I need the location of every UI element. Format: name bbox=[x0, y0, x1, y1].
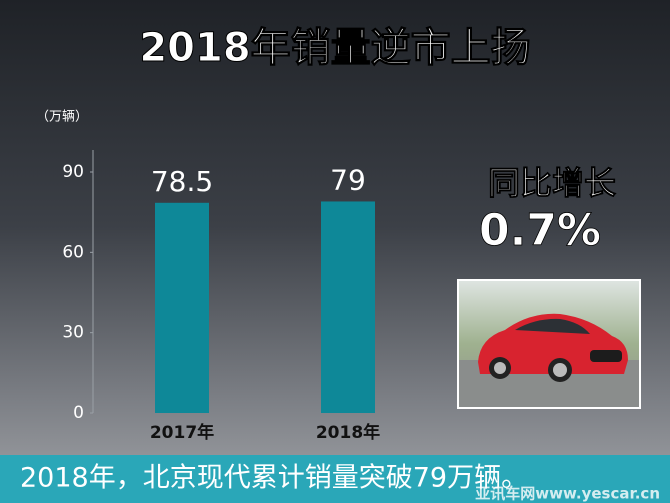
y-axis-label: （万辆） bbox=[36, 110, 88, 125]
y-tick-label: 90 bbox=[62, 162, 84, 182]
y-tick-label: 30 bbox=[62, 323, 84, 343]
bar bbox=[321, 201, 375, 413]
growth-label: 同比增长 bbox=[488, 164, 616, 202]
x-tick-label: 2017年 bbox=[150, 422, 214, 443]
caption-band bbox=[0, 455, 670, 503]
caption: 2018年，北京现代累计销量突破79万辆。 bbox=[20, 463, 528, 494]
value-label: 79 bbox=[330, 163, 366, 196]
growth-value: 0.7% bbox=[479, 205, 601, 256]
car-photo bbox=[457, 279, 641, 409]
x-tick-label: 2018年 bbox=[316, 422, 380, 443]
value-label: 78.5 bbox=[151, 165, 213, 198]
bar bbox=[155, 202, 209, 413]
watermark: 亚讯车网www.yescar.cn bbox=[475, 485, 660, 503]
y-tick-label: 0 bbox=[73, 403, 84, 423]
y-tick-label: 60 bbox=[62, 242, 84, 262]
chart-title: 2018年销量逆市上扬 bbox=[139, 25, 530, 71]
